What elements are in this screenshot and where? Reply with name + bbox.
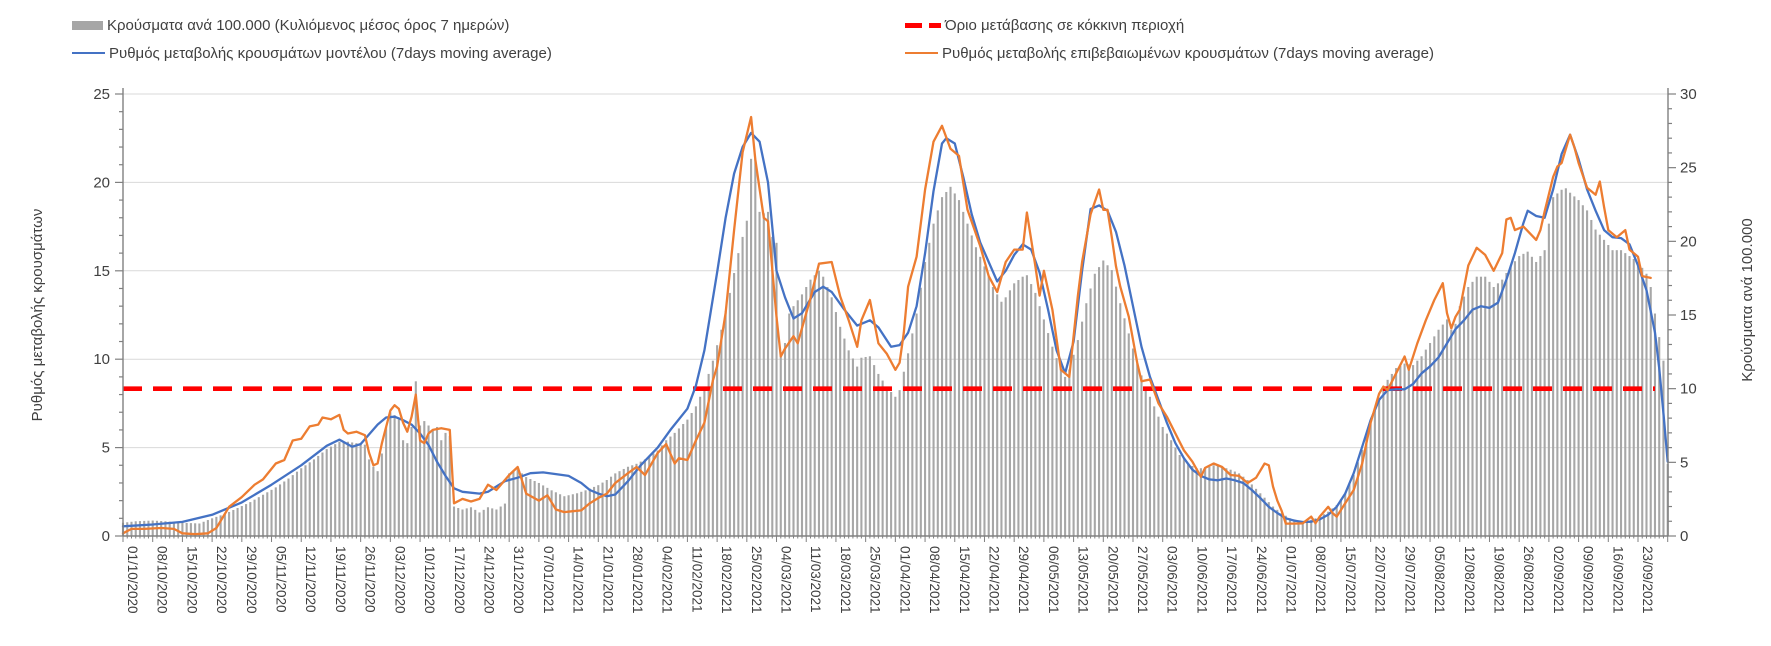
legend: Κρούσματα ανά 100.000 (Κυλιόμενος μέσος …	[0, 0, 1771, 66]
svg-text:28/01/2021: 28/01/2021	[630, 546, 645, 614]
legend-label-confirmed: Ρυθμός μεταβολής επιβεβαιωμένων κρουσμάτ…	[942, 44, 1434, 62]
svg-text:25: 25	[93, 86, 110, 103]
svg-text:14/01/2021: 14/01/2021	[571, 546, 586, 614]
left-axis-title: Ρυθμός μεταβολής κρουσμάτων	[29, 209, 46, 422]
svg-text:10/06/2021: 10/06/2021	[1194, 546, 1209, 614]
axis-tick-labels: 0 5 10 15 20 25 0 5 10 15 20 25 30 01/10/2020 08/10/20…	[93, 86, 1696, 614]
svg-text:11/03/2021: 11/03/2021	[808, 546, 823, 613]
svg-text:15: 15	[93, 263, 110, 280]
axes-and-ticks	[115, 88, 1676, 542]
svg-text:19/08/2021: 19/08/2021	[1492, 546, 1507, 614]
svg-text:22/10/2020: 22/10/2020	[214, 546, 229, 614]
svg-text:30: 30	[1680, 86, 1697, 103]
svg-text:05/11/2020: 05/11/2020	[274, 546, 289, 613]
svg-text:0: 0	[102, 528, 110, 545]
svg-text:25: 25	[1680, 160, 1697, 177]
svg-text:0: 0	[1680, 528, 1688, 545]
svg-text:5: 5	[1680, 454, 1688, 471]
svg-text:23/09/2021: 23/09/2021	[1640, 546, 1655, 614]
svg-text:20/05/2021: 20/05/2021	[1105, 546, 1120, 614]
svg-text:24/12/2020: 24/12/2020	[482, 546, 497, 614]
svg-text:25/02/2021: 25/02/2021	[749, 546, 764, 614]
blue-line-icon	[72, 51, 105, 55]
svg-text:24/06/2021: 24/06/2021	[1254, 546, 1269, 614]
svg-text:17/06/2021: 17/06/2021	[1224, 546, 1239, 614]
svg-text:20: 20	[93, 174, 110, 191]
svg-text:10: 10	[93, 351, 110, 368]
svg-text:22/07/2021: 22/07/2021	[1373, 546, 1388, 614]
svg-text:29/04/2021: 29/04/2021	[1016, 546, 1031, 614]
svg-text:03/06/2021: 03/06/2021	[1165, 546, 1180, 614]
svg-text:06/05/2021: 06/05/2021	[1046, 546, 1061, 614]
svg-text:04/02/2021: 04/02/2021	[660, 546, 675, 614]
red-dash-icon	[905, 22, 941, 28]
legend-label-threshold: Όριο μετάβασης σε κόκκινη περιοχή	[945, 16, 1185, 34]
svg-text:01/04/2021: 01/04/2021	[897, 546, 912, 614]
legend-item-model: Ρυθμός μεταβολής κρουσμάτων μοντέλου (7d…	[72, 44, 552, 62]
svg-text:01/07/2021: 01/07/2021	[1284, 546, 1299, 614]
svg-text:19/11/2020: 19/11/2020	[333, 546, 348, 613]
orange-line-icon	[905, 51, 938, 55]
svg-text:08/07/2021: 08/07/2021	[1313, 546, 1328, 614]
svg-text:15/10/2020: 15/10/2020	[184, 546, 199, 614]
legend-item-threshold: Όριο μετάβασης σε κόκκινη περιοχή	[905, 16, 1184, 34]
svg-text:11/02/2021: 11/02/2021	[689, 546, 704, 613]
svg-text:26/08/2021: 26/08/2021	[1521, 546, 1536, 614]
svg-text:16/09/2021: 16/09/2021	[1610, 546, 1625, 614]
svg-text:12/11/2020: 12/11/2020	[303, 546, 318, 613]
legend-label-model: Ρυθμός μεταβολής κρουσμάτων μοντέλου (7d…	[109, 44, 552, 62]
svg-text:12/08/2021: 12/08/2021	[1462, 546, 1477, 614]
svg-text:08/10/2020: 08/10/2020	[155, 546, 170, 614]
legend-item-confirmed: Ρυθμός μεταβολής επιβεβαιωμένων κρουσμάτ…	[905, 44, 1434, 62]
svg-text:15: 15	[1680, 307, 1697, 324]
svg-text:15/04/2021: 15/04/2021	[957, 546, 972, 614]
svg-text:21/01/2021: 21/01/2021	[600, 546, 615, 614]
right-axis-title: Κρούσματα ανά 100.000	[1739, 218, 1756, 381]
svg-text:01/10/2020: 01/10/2020	[125, 546, 140, 614]
svg-text:07/01/2021: 07/01/2021	[541, 546, 556, 614]
svg-text:18/03/2021: 18/03/2021	[838, 546, 853, 614]
svg-text:22/04/2021: 22/04/2021	[987, 546, 1002, 614]
svg-text:10: 10	[1680, 381, 1697, 398]
gridlines	[123, 93, 1668, 449]
svg-text:02/09/2021: 02/09/2021	[1551, 546, 1566, 614]
svg-text:25/03/2021: 25/03/2021	[868, 546, 883, 614]
cases-bars-series	[121, 158, 1669, 537]
svg-text:15/07/2021: 15/07/2021	[1343, 546, 1358, 614]
legend-item-cases-bars: Κρούσματα ανά 100.000 (Κυλιόμενος μέσος …	[72, 16, 509, 34]
svg-text:26/11/2020: 26/11/2020	[363, 546, 378, 613]
svg-text:05/08/2021: 05/08/2021	[1432, 546, 1447, 614]
svg-text:31/12/2020: 31/12/2020	[511, 546, 526, 614]
svg-text:5: 5	[102, 440, 110, 457]
svg-text:20: 20	[1680, 233, 1697, 250]
bars-swatch-icon	[72, 20, 103, 30]
svg-text:18/02/2021: 18/02/2021	[719, 546, 734, 614]
svg-text:13/05/2021: 13/05/2021	[1076, 546, 1091, 614]
svg-text:17/12/2020: 17/12/2020	[452, 546, 467, 614]
svg-text:10/12/2020: 10/12/2020	[422, 546, 437, 614]
svg-text:29/10/2020: 29/10/2020	[244, 546, 259, 614]
svg-text:08/04/2021: 08/04/2021	[927, 546, 942, 614]
svg-text:29/07/2021: 29/07/2021	[1402, 546, 1417, 614]
svg-text:04/03/2021: 04/03/2021	[779, 546, 794, 614]
svg-text:09/09/2021: 09/09/2021	[1581, 546, 1596, 614]
legend-label-cases-bars: Κρούσματα ανά 100.000 (Κυλιόμενος μέσος …	[107, 16, 510, 34]
line-series	[121, 115, 1669, 536]
svg-text:27/05/2021: 27/05/2021	[1135, 546, 1150, 614]
svg-text:03/12/2020: 03/12/2020	[392, 546, 407, 614]
